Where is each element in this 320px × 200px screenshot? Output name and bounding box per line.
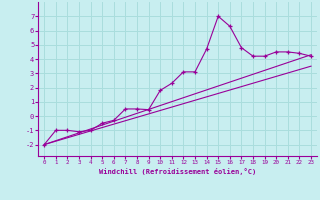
X-axis label: Windchill (Refroidissement éolien,°C): Windchill (Refroidissement éolien,°C)	[99, 168, 256, 175]
